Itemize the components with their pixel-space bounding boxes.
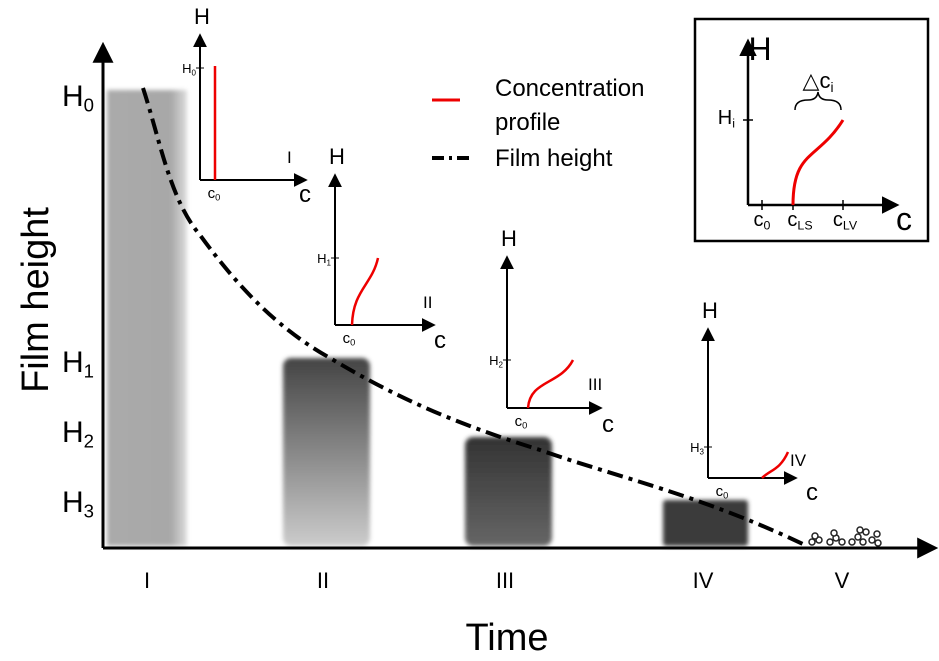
base: c [716,483,724,500]
subscript: 1 [327,258,332,267]
inset-axis-label: H [329,144,345,169]
base: c [343,330,351,347]
subscript: 2 [499,360,504,369]
subscript: 1 [84,360,94,381]
subscript: LV [843,219,858,233]
inset-height-label: H2 [489,353,503,369]
inset-axis-label: H [194,4,210,29]
legend-label: profile [495,109,560,136]
inset-stage-label: IV [790,451,807,470]
inset-height-label: H0 [182,61,196,77]
film-bar [107,90,187,546]
inset-stage-label: III [588,375,602,394]
inset-axis-label: c [299,181,311,208]
inset-stage-label: II [423,293,432,312]
detail-tick-label: cLS [787,209,812,233]
inset-axis-label: H [702,298,718,323]
particles [808,526,882,547]
inset-origin-label: c0 [208,185,221,203]
concentration-profile [761,451,790,479]
base: c [515,413,523,430]
legend-label: Concentration [495,75,644,102]
inset-height-label: H1 [317,251,331,267]
film-height-curve [141,87,806,547]
concentration-profile [526,359,575,409]
inset-origin-label: c0 [343,330,356,348]
detail-axis-label: c [896,201,912,237]
base: c [819,68,830,93]
subscript: 3 [84,500,94,521]
subscript: 0 [192,68,197,77]
symbol: △ [803,68,820,93]
film-bar [663,500,748,546]
inset-axis-label: c [602,411,614,438]
subscript: 0 [350,338,355,348]
concentration-profile [791,119,845,206]
base: H [62,346,84,379]
inset-stage-label: I [287,148,292,167]
subscript: 2 [84,430,94,451]
inset-height-label: H3 [690,440,704,456]
stage-label: I [144,568,150,593]
stage-label: II [317,568,329,593]
y-level-label: H1 [62,346,94,381]
detail-height-label: Hi [718,107,735,131]
x-axis-label: Time [465,617,548,659]
y-level-label: H0 [62,80,94,115]
brace [794,91,842,111]
base: H [62,416,84,449]
subscript: 3 [700,447,705,456]
detail-tick-label: cLV [833,209,858,233]
subscript: 0 [723,491,728,501]
base: H [62,80,84,113]
subscript: i [830,80,833,95]
base: c [754,209,764,231]
inset-origin-label: c0 [515,413,528,431]
film-bar [283,358,370,546]
y-level-label: H3 [62,486,94,521]
inset-origin-label: c0 [716,483,729,501]
base: H [317,251,326,266]
subscript: 0 [522,421,527,431]
y-level-label: H2 [62,416,94,451]
detail-tick-label: c0 [754,209,771,233]
base: H [718,107,732,129]
base: c [208,185,216,202]
subscript: LS [797,219,812,233]
base: H [182,61,191,76]
base: H [690,440,699,455]
base: c [833,209,843,231]
film-bar [465,437,552,546]
subscript: 0 [764,219,771,233]
y-axis-label: Film height [15,207,57,393]
detail-box [693,17,930,243]
stage-label: IV [693,568,714,593]
subscript: 0 [84,94,94,115]
concentration-profile [350,257,380,326]
inset-axis-label: H [501,226,517,251]
stage-label: III [496,568,514,593]
inset-axis-label: c [434,327,446,354]
base: H [62,486,84,519]
base: H [489,353,498,368]
detail-axis-label: H [748,31,771,67]
subscript: i [732,117,735,131]
stage-label: V [835,568,850,593]
detail-delta-label: △ci [803,68,834,95]
subscript: 0 [215,193,220,203]
legend-label: Film height [495,145,613,172]
inset-axis-label: c [806,479,818,506]
base: c [787,209,797,231]
